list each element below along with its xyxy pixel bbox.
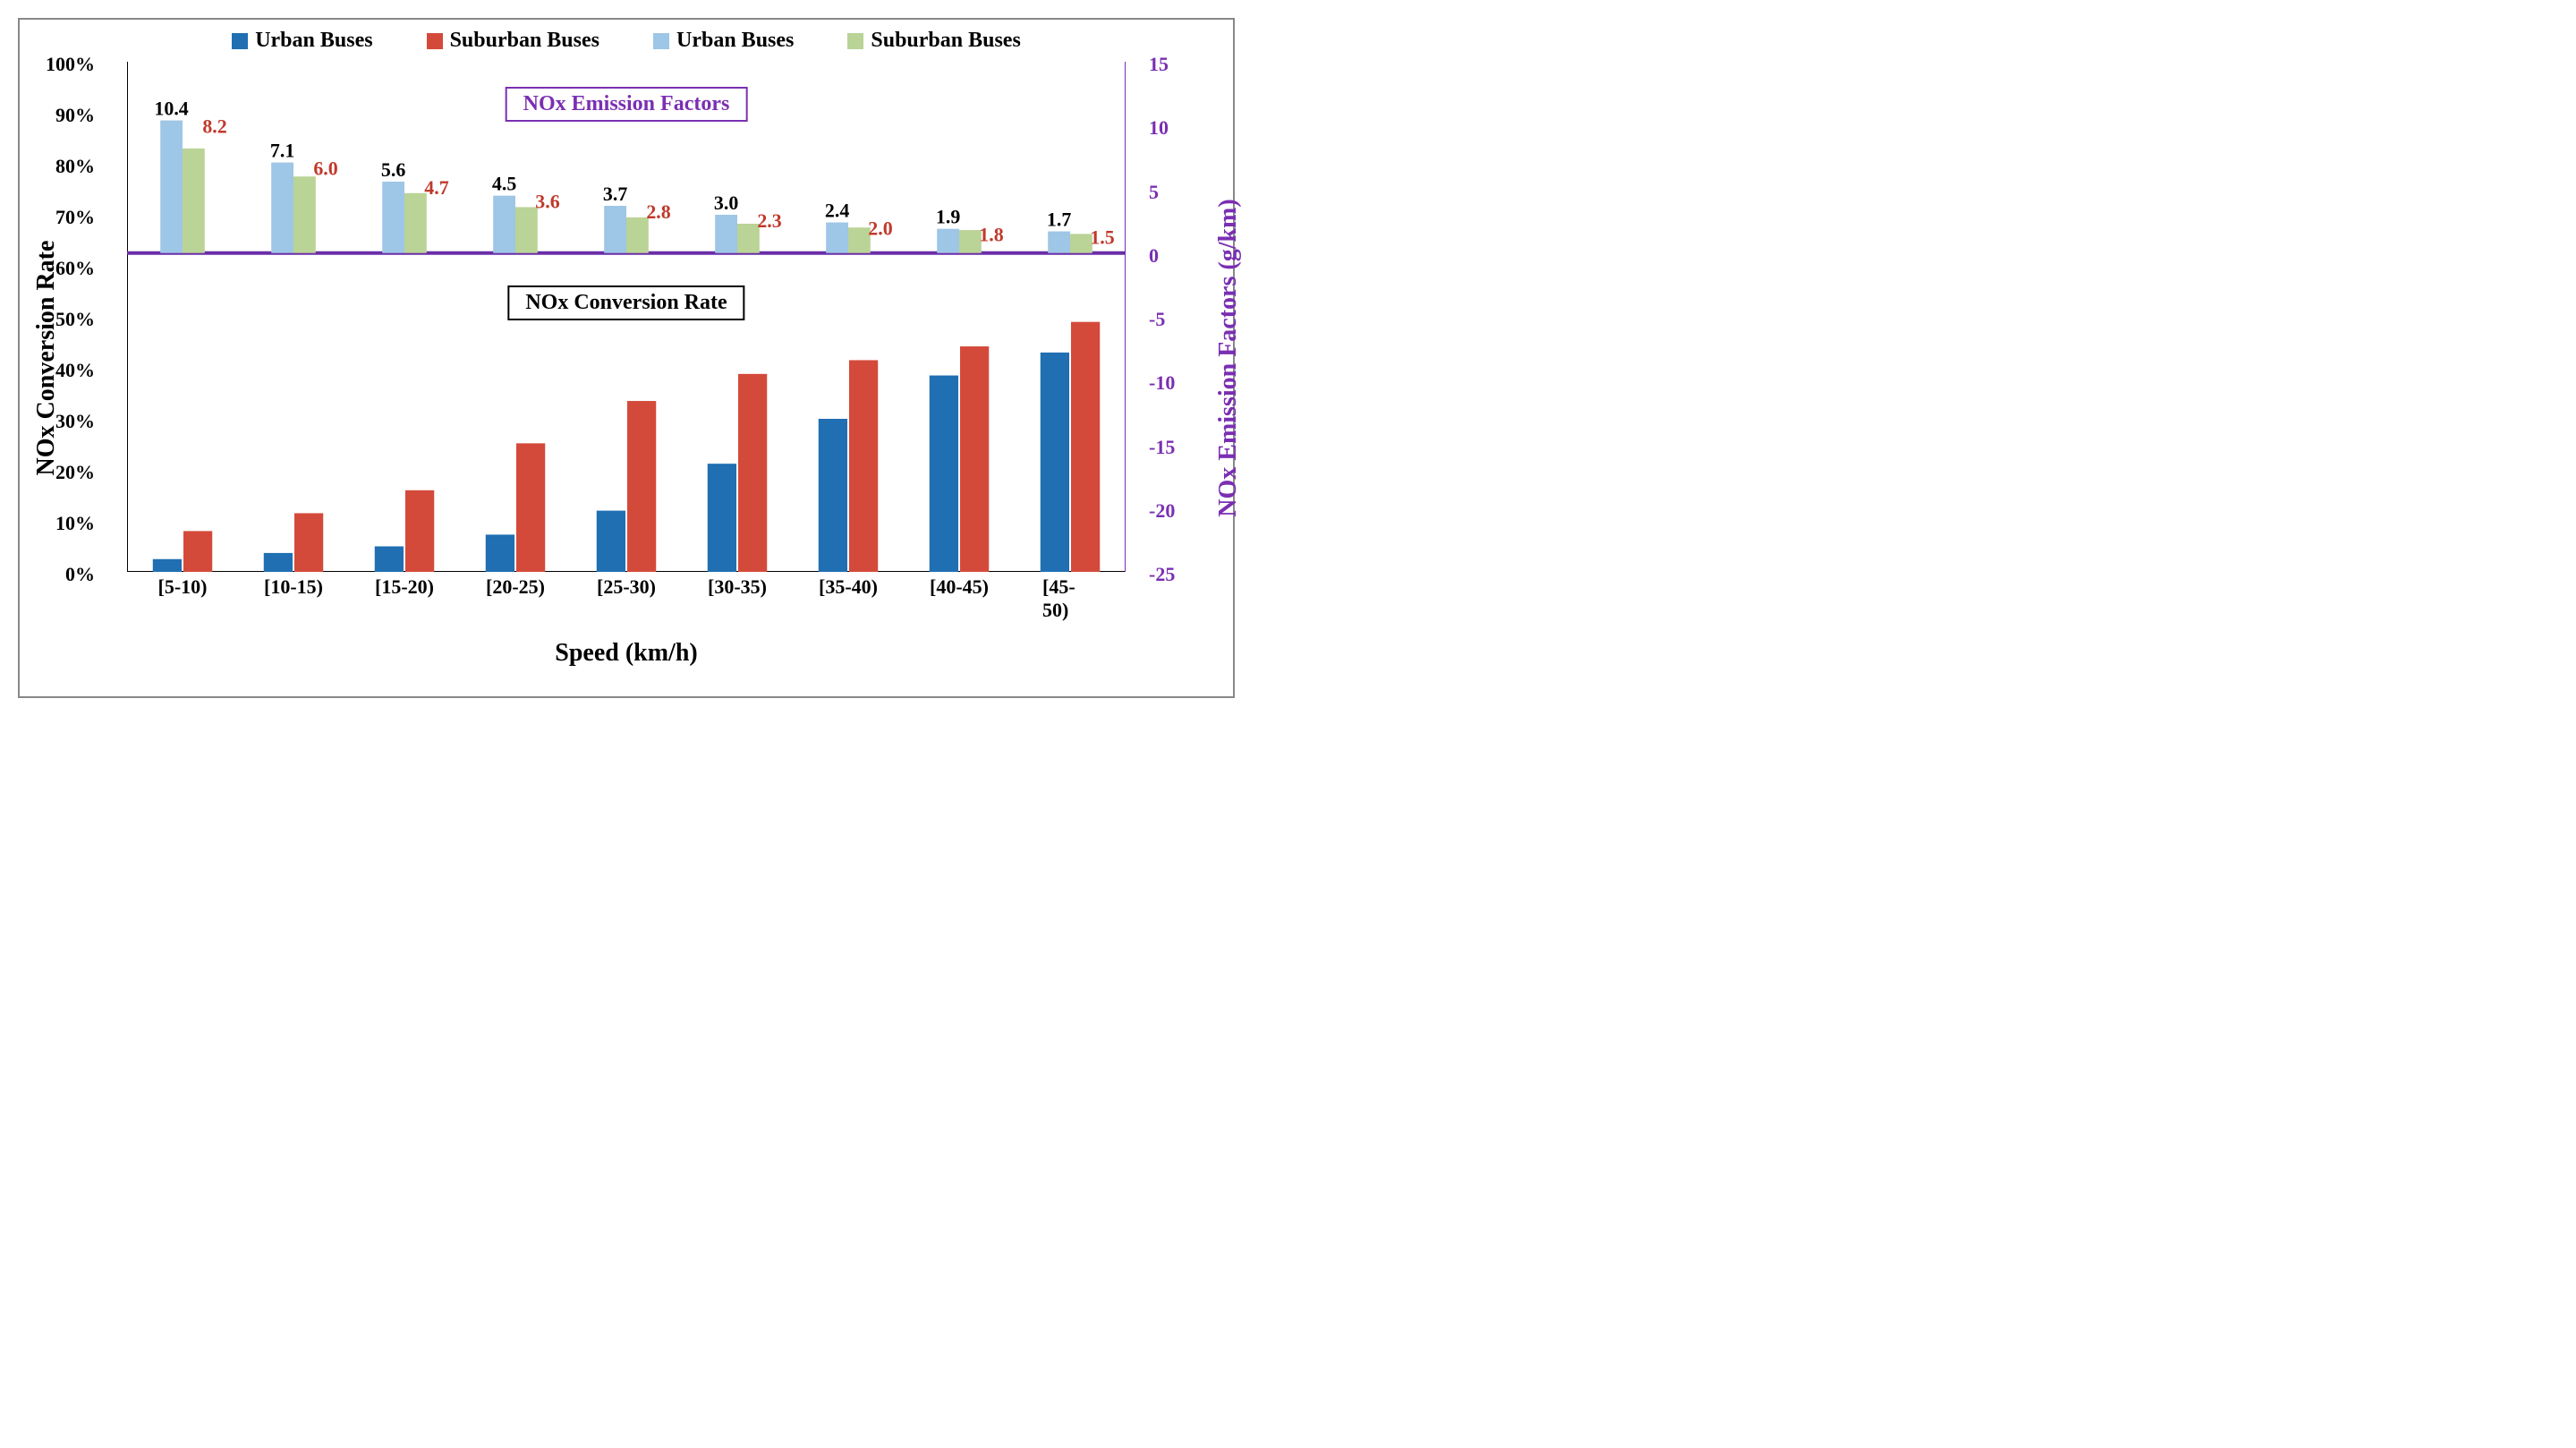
legend-item: Suburban Buses [847,29,1020,53]
legend-swatch [427,33,443,49]
x-tick-label: [40-45) [930,575,989,599]
svg-text:5.6: 5.6 [381,158,405,181]
legend-swatch [653,33,669,49]
y-left-tick: 70% [55,206,95,229]
svg-text:1.7: 1.7 [1047,208,1071,230]
y-right-title: NOx Emission Factors (g/km) [1214,170,1243,546]
svg-text:1.8: 1.8 [979,224,1003,246]
legend-item: Urban Buses [653,29,794,53]
legend-item: Suburban Buses [427,29,599,53]
legend-swatch [232,33,248,49]
x-tick-label: [15-20) [375,575,434,599]
svg-text:3.0: 3.0 [714,192,738,214]
legend: Urban Buses Suburban Buses Urban Buses S… [38,29,1215,53]
x-tick-label: [30-35) [708,575,767,599]
x-axis-ticks: [5-10) [10-15) [15-20) [20-25) [25-30) [30-35… [127,572,1126,599]
svg-text:4.5: 4.5 [492,173,516,195]
y-left-tick: 50% [55,308,95,331]
svg-text:3.6: 3.6 [535,191,559,213]
y-left-tick: 40% [55,359,95,382]
y-right-tick: 15 [1149,53,1169,76]
x-tick-label: [10-15) [264,575,323,599]
y-left-tick: 0% [65,563,95,586]
legend-swatch [847,33,863,49]
y-left-tick: 100% [46,53,95,76]
y-left-tick: 10% [55,512,95,535]
x-axis-title: Speed (km/h) [38,639,1215,668]
legend-label: Suburban Buses [450,29,599,53]
y-right-tick: -10 [1149,371,1175,395]
svg-text:2.8: 2.8 [646,200,670,223]
conversion-rate-annotation: NOx Conversion Rate [507,285,744,320]
svg-text:7.1: 7.1 [270,140,294,162]
plot-area: 10.4 8.2 7.1 6.0 5.6 4.7 4.5 3.6 3.7 2.8 3.0 2.3 2.4… [127,62,1126,572]
svg-text:2.0: 2.0 [868,217,892,240]
svg-text:1.9: 1.9 [936,206,960,228]
y-right-tick: -20 [1149,499,1175,523]
chart-container: Urban Buses Suburban Buses Urban Buses S… [18,18,1235,698]
x-tick-label: [35-40) [819,575,878,599]
y-right-tick: -25 [1149,563,1175,586]
y-axis-right: -25-20-15-10-5051015 [1143,64,1215,575]
y-right-tick: -5 [1149,308,1165,331]
x-tick-label: [25-30) [597,575,656,599]
y-left-tick: 80% [55,155,95,178]
legend-label: Urban Buses [255,29,372,53]
y-right-tick: 10 [1149,116,1169,140]
svg-text:8.2: 8.2 [202,115,226,138]
svg-text:1.5: 1.5 [1090,226,1114,248]
svg-text:6.0: 6.0 [313,158,337,180]
emission-factors-annotation: NOx Emission Factors [506,87,748,122]
y-left-tick: 90% [55,104,95,127]
y-left-tick: 20% [55,461,95,484]
y-right-tick: -15 [1149,436,1175,459]
y-left-tick: 30% [55,410,95,433]
x-tick-label: [45-50) [1042,575,1098,622]
svg-text:10.4: 10.4 [154,98,188,120]
y-right-tick: 5 [1149,181,1159,204]
y-axis-left: 0%10%20%30%40%50%60%70%80%90%100% [20,64,100,575]
svg-text:3.7: 3.7 [603,183,627,205]
x-tick-label: [5-10) [158,575,208,599]
y-right-tick: 0 [1149,244,1159,268]
svg-text:4.7: 4.7 [424,176,448,199]
svg-text:2.4: 2.4 [825,200,849,222]
legend-item: Urban Buses [232,29,372,53]
legend-label: Suburban Buses [871,29,1020,53]
legend-label: Urban Buses [676,29,794,53]
svg-text:2.3: 2.3 [757,209,781,232]
x-tick-label: [20-25) [486,575,545,599]
y-left-tick: 60% [55,257,95,280]
